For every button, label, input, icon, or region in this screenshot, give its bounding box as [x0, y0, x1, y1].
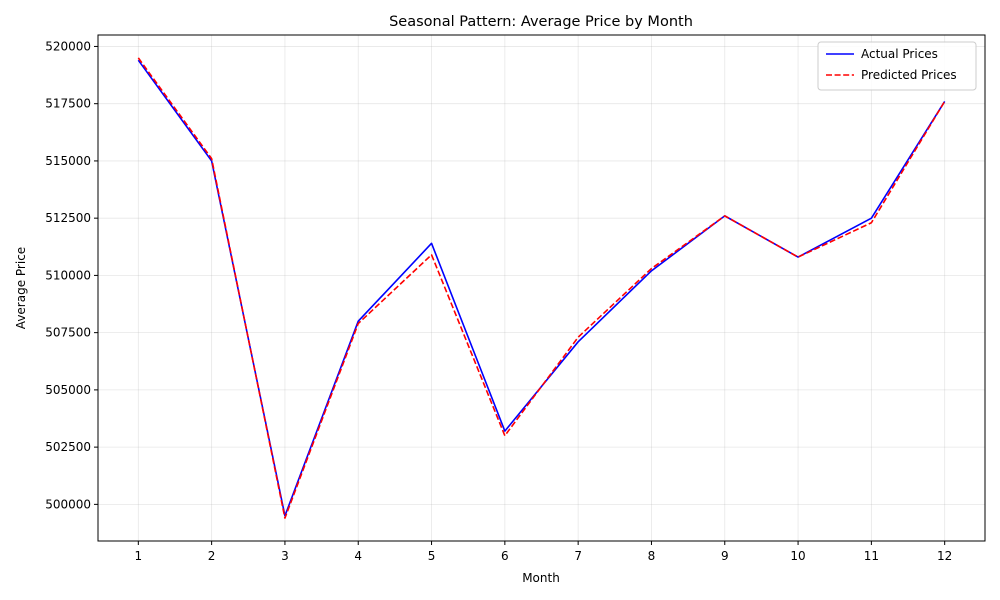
x-tick-label: 10	[790, 549, 805, 563]
y-axis-title: Average Price	[14, 247, 28, 329]
legend: Actual Prices Predicted Prices	[817, 41, 977, 91]
x-tick-label: 1	[134, 549, 142, 563]
legend-label: Predicted Prices	[861, 68, 957, 82]
x-tick-label: 7	[574, 549, 582, 563]
x-tick-label: 4	[354, 549, 362, 563]
series-lines	[137, 57, 946, 519]
x-tick-label: 8	[648, 549, 656, 563]
chart-title: Seasonal Pattern: Average Price by Month	[389, 14, 693, 30]
x-tick-label: 6	[501, 549, 509, 563]
y-tick-label: 510000	[45, 268, 91, 282]
x-axis-title: Month	[522, 571, 560, 585]
y-tick-label: 507500	[45, 326, 91, 340]
x-tick-label: 3	[281, 549, 289, 563]
y-tick-label: 515000	[45, 154, 91, 168]
plot-frame	[97, 34, 986, 542]
series-line-predicted-prices	[137, 57, 946, 519]
grid-lines	[98, 35, 985, 541]
y-tick-label: 505000	[45, 383, 91, 397]
x-tick-label: 2	[208, 549, 216, 563]
legend-label: Actual Prices	[861, 47, 938, 61]
x-tick-label: 9	[721, 549, 729, 563]
y-tick-label: 502500	[45, 440, 91, 454]
y-tick-label: 520000	[45, 39, 91, 53]
y-tick-label: 512500	[45, 211, 91, 225]
x-tick-label: 11	[864, 549, 879, 563]
y-tick-label: 500000	[45, 497, 91, 511]
x-axis-ticks: 1 2 3 4 5 6 7 8 9 10 11 12	[134, 541, 952, 563]
y-tick-label: 517500	[45, 97, 91, 111]
x-tick-label: 12	[937, 549, 952, 563]
legend-box	[817, 41, 977, 91]
x-tick-label: 5	[428, 549, 436, 563]
y-axis-ticks: 500000 502500 505000 507500 510000 512500 5150…	[45, 39, 98, 511]
